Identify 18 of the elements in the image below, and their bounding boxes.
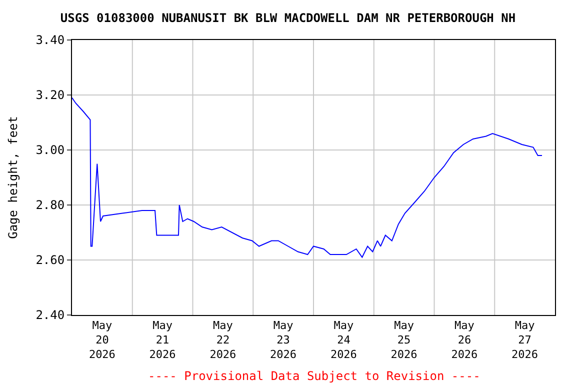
line-series	[72, 97, 542, 258]
y-axis-title: Gage height, feet	[6, 116, 20, 239]
x-tick-label: May 21 2026	[149, 319, 176, 361]
y-tick-label: 2.40	[36, 308, 65, 322]
y-tick-label: 2.60	[36, 253, 65, 268]
x-tick-label: May 24 2026	[330, 319, 357, 361]
x-tick-label: May 20 2026	[88, 319, 116, 361]
y-tick-label: 2.80	[36, 198, 65, 212]
x-tick-label: May 22 2026	[210, 319, 236, 361]
x-tick-label: May 26 2026	[451, 319, 478, 361]
y-tick-label: 3.40	[36, 33, 65, 48]
y-tick-label: 3.00	[36, 143, 65, 158]
x-tick-label: May 23 2026	[270, 319, 297, 361]
x-tick-label: May 25 2026	[390, 319, 418, 361]
y-tick-label: 3.20	[36, 88, 65, 102]
text: ---- Provisional Data Subject to Revision ----	[148, 369, 480, 383]
x-tick-label: May 27 2026	[512, 319, 538, 361]
chart-title: USGS 01083000 NUBANUSIT BK BLW MACDOWELL DAM NR PETERBOROUGH NH	[60, 10, 516, 25]
